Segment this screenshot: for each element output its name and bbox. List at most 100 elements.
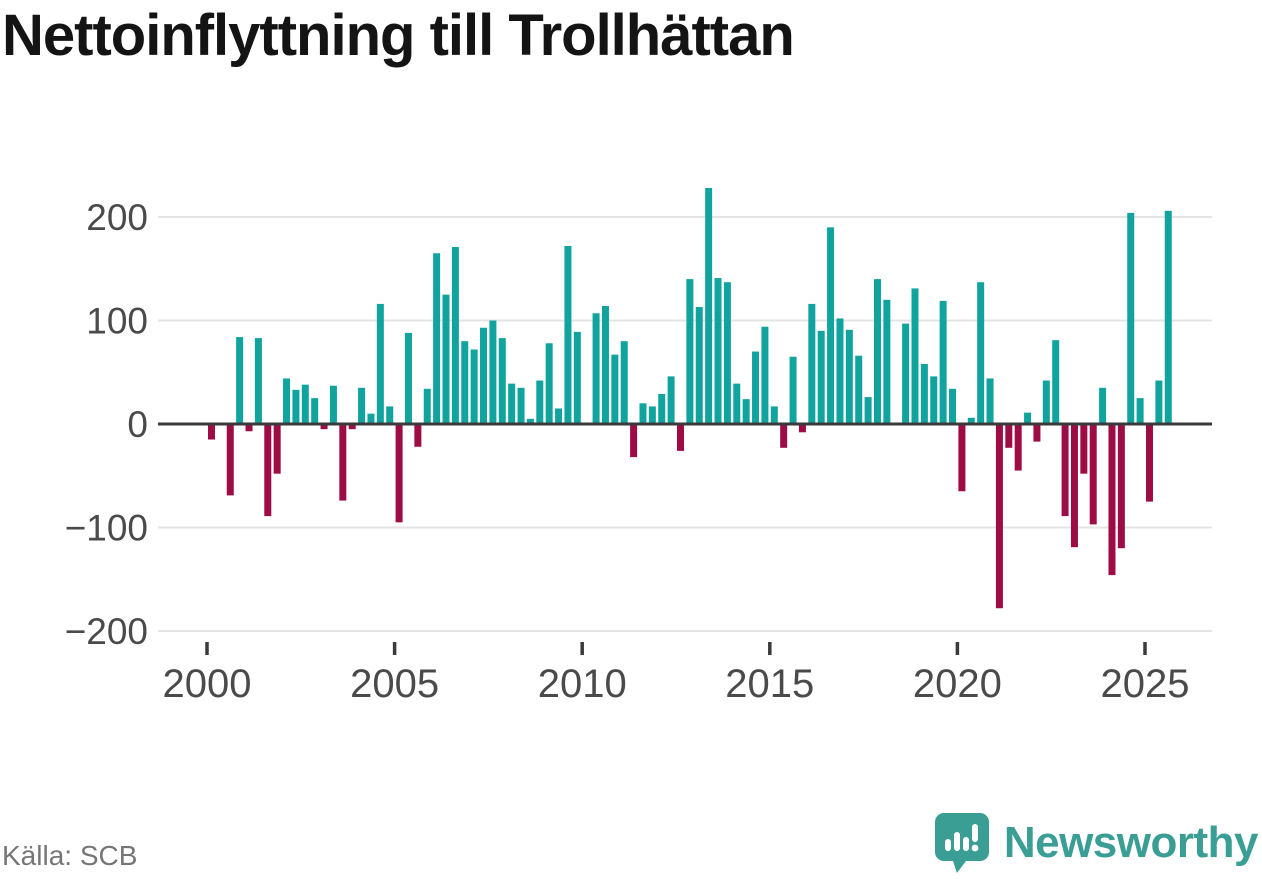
newsworthy-bubble-chart-icon [934,813,989,873]
bar-2016-Q3 [827,227,835,424]
bar-2003-Q1 [320,424,328,430]
newsworthy-logo: Newsworthy [934,812,1259,874]
bar-2024-Q4 [1136,398,1144,424]
bar-2006-Q1 [433,253,441,424]
bar-2021-Q3 [1014,424,1022,471]
bar-2017-Q2 [855,355,863,424]
y-tick-label: −200 [65,611,148,652]
x-tick-label: 2025 [1101,662,1190,706]
y-tick-label: 100 [86,301,148,342]
bar-2012-Q3 [677,424,684,451]
bar-2017-Q1 [845,329,853,424]
x-tick-label: 2000 [163,662,252,706]
chart-title: Nettoinflyttning till Trollhättan [2,3,795,68]
bar-2003-Q4 [348,424,356,430]
bar-2014-Q3 [752,351,760,424]
bar-2021-Q1 [995,424,1003,609]
bar-2012-Q1 [658,393,666,424]
bar-2013-Q3 [714,278,722,424]
bar-2023-Q1 [1070,424,1078,548]
bar-2023-Q3 [1089,424,1097,525]
bar-2004-Q4 [386,406,394,424]
bar-2021-Q4 [1024,412,1032,424]
bar-2009-Q4 [573,331,581,424]
bar-2022-Q2 [1042,380,1050,424]
bar-2021-Q2 [1005,424,1013,448]
bar-2005-Q3 [414,424,422,447]
bar-2017-Q4 [873,279,881,424]
bar-2018-Q3 [902,323,910,424]
bar-2014-Q1 [733,383,741,424]
bar-2019-Q4 [949,388,957,424]
bar-2015-Q2 [780,424,788,448]
bar-2018-Q4 [911,288,919,424]
bar-2009-Q3 [564,245,572,424]
bar-2019-Q3 [939,300,947,424]
bar-2019-Q2 [930,376,938,424]
bar-2002-Q4 [311,398,319,424]
bar-2003-Q2 [329,385,337,424]
bar-2001-Q2 [254,338,262,424]
bar-2009-Q1 [545,343,553,424]
bar-2005-Q1 [395,424,403,523]
bar-2020-Q2 [967,417,975,424]
y-tick-label: 0 [127,404,148,445]
bar-2009-Q2 [555,408,563,424]
bar-2002-Q1 [283,378,291,424]
bar-2011-Q4 [648,406,656,424]
bar-2004-Q3 [376,303,384,424]
bar-2008-Q4 [536,380,544,424]
bar-2013-Q1 [695,307,703,424]
y-tick-label: 200 [86,197,148,238]
bar-2010-Q3 [601,306,609,424]
newsworthy-wordmark: Newsworthy [1003,818,1259,867]
bar-2017-Q3 [864,397,872,424]
bar-2005-Q4 [423,388,431,424]
bar-2023-Q4 [1099,387,1107,424]
x-tick-label: 2015 [725,662,814,706]
bar-2000-Q1 [208,424,215,440]
bar-2010-Q4 [611,354,619,424]
bar-2012-Q2 [667,376,675,424]
bar-2000-Q4 [236,337,244,424]
bar-2003-Q3 [339,424,347,501]
bar-2024-Q2 [1117,424,1125,549]
bar-2023-Q2 [1080,424,1088,474]
bar-2025-Q1 [1146,424,1153,502]
bar-2006-Q3 [451,247,459,424]
bar-2007-Q3 [489,320,497,424]
bar-2008-Q1 [508,383,516,424]
bar-2006-Q4 [461,341,469,424]
bar-2024-Q1 [1108,424,1116,576]
bar-2015-Q4 [798,424,806,433]
bar-2020-Q3 [977,282,985,424]
bar-2015-Q3 [789,356,797,424]
bar-2000-Q3 [226,424,234,496]
bar-2016-Q1 [808,303,816,424]
bar-2016-Q2 [817,330,825,424]
bar-2020-Q1 [958,424,966,492]
bar-2002-Q2 [292,389,300,424]
bar-2007-Q2 [480,327,488,424]
bar-2002-Q3 [301,384,309,424]
bar-2007-Q1 [470,349,478,424]
bar-2012-Q4 [686,279,694,424]
x-tick-label: 2010 [538,662,627,706]
bar-2005-Q2 [404,332,412,424]
bar-2024-Q3 [1127,212,1135,424]
x-tick-label: 2020 [913,662,1002,706]
bar-2008-Q3 [526,418,534,424]
source-note: Källa: SCB [2,840,138,871]
bar-2011-Q1 [620,341,628,424]
bar-2011-Q3 [639,403,647,424]
bar-2013-Q2 [705,188,713,424]
bar-2022-Q1 [1033,424,1041,442]
bar-2018-Q1 [883,299,891,424]
bar-2010-Q2 [592,313,600,424]
bar-2008-Q2 [517,387,525,424]
bar-2022-Q3 [1052,340,1060,424]
bar-2019-Q1 [920,363,928,424]
bar-2004-Q1 [358,387,366,424]
